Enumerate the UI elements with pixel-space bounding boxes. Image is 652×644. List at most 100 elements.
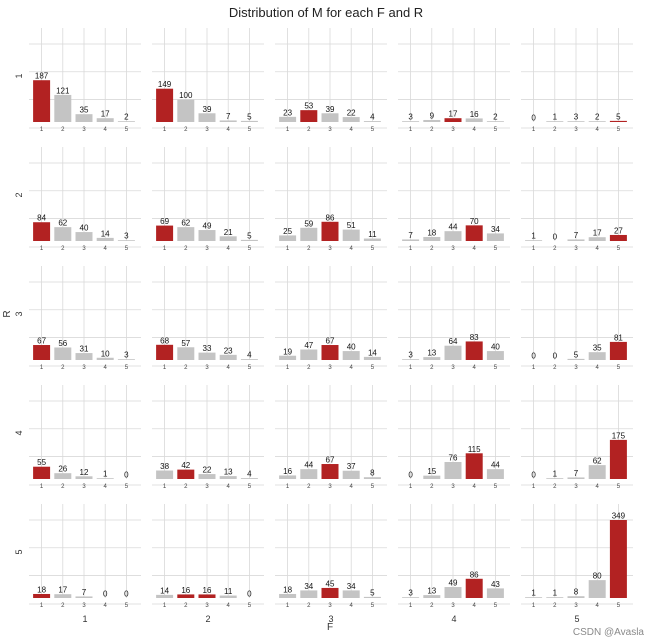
panel-r1-f4: 3 1 9 2 17 3 16 4 2 5 xyxy=(398,28,510,133)
bar-value-label: 3 xyxy=(124,232,129,241)
bar-value-label: 35 xyxy=(80,106,89,115)
bar-value-label: 1 xyxy=(531,589,536,598)
bar-r4-f2-m5 xyxy=(240,478,258,479)
panel-r3-f3: 19 1 47 2 67 3 40 4 14 5 xyxy=(275,266,387,371)
bar-value-label: 2 xyxy=(493,113,498,122)
bar-r3-f1-m4 xyxy=(96,357,114,360)
bar-r5-f5-m1 xyxy=(525,597,543,598)
col-facet-label: 5 xyxy=(574,614,579,624)
x-tick-label: 3 xyxy=(451,484,455,490)
bar-r2-f3-m4 xyxy=(342,229,360,241)
bar-r1-f1-m3 xyxy=(75,114,93,122)
bar-value-label: 53 xyxy=(304,102,313,111)
bar-value-label: 0 xyxy=(531,114,536,123)
bar-value-label: 38 xyxy=(160,462,169,471)
x-tick-label: 3 xyxy=(82,603,86,609)
bar-r3-f2-m5 xyxy=(240,359,258,360)
bar-value-label: 56 xyxy=(58,339,67,348)
x-tick-label: 2 xyxy=(553,365,557,371)
bar-value-label: 62 xyxy=(58,219,67,228)
bar-value-label: 76 xyxy=(449,454,458,463)
x-tick-label: 3 xyxy=(82,484,86,490)
bar-r5-f5-m2 xyxy=(546,597,564,598)
x-tick-label: 2 xyxy=(307,246,311,252)
col-facet-label: 1 xyxy=(82,614,87,624)
bar-r3-f1-m3 xyxy=(75,353,93,360)
bar-r5-f3-m1 xyxy=(279,593,297,598)
bar-value-label: 3 xyxy=(408,589,413,598)
bar-r2-f4-m4 xyxy=(465,225,483,241)
x-tick-label: 3 xyxy=(205,603,209,609)
bar-value-label: 3 xyxy=(124,351,129,360)
x-tick-label: 4 xyxy=(227,484,231,490)
x-tick-label: 2 xyxy=(184,603,188,609)
x-tick-label: 5 xyxy=(494,246,498,252)
bar-r4-f1-m1 xyxy=(33,466,51,479)
x-tick-label: 5 xyxy=(248,365,252,371)
bar-r2-f1-m2 xyxy=(54,227,72,241)
x-tick-label: 3 xyxy=(451,603,455,609)
bar-r4-f1-m3 xyxy=(75,476,93,479)
bar-value-label: 27 xyxy=(614,226,623,235)
bar-value-label: 16 xyxy=(283,467,292,476)
bar-value-label: 39 xyxy=(203,105,212,114)
bar-value-label: 15 xyxy=(427,467,436,476)
bar-r5-f2-m3 xyxy=(198,594,216,598)
panel-r5-f5: 1 1 1 2 8 3 80 4 349 5 xyxy=(521,504,633,609)
bar-value-label: 34 xyxy=(491,225,500,234)
bar-r3-f4-m3 xyxy=(444,345,462,360)
bar-r5-f5-m3 xyxy=(567,596,585,598)
bar-value-label: 5 xyxy=(574,350,579,359)
x-tick-label: 3 xyxy=(328,603,332,609)
bar-value-label: 0 xyxy=(247,590,252,599)
bar-value-label: 47 xyxy=(304,341,313,350)
bar-r1-f3-m1 xyxy=(279,116,297,122)
x-tick-label: 2 xyxy=(184,127,188,133)
bar-value-label: 187 xyxy=(35,72,49,81)
bar-value-label: 68 xyxy=(160,336,169,345)
bar-r3-f1-m5 xyxy=(117,359,135,360)
x-tick-label: 2 xyxy=(307,127,311,133)
bar-r2-f5-m5 xyxy=(609,234,627,241)
bar-r1-f1-m1 xyxy=(33,80,51,122)
x-tick-label: 5 xyxy=(125,127,129,133)
x-tick-label: 2 xyxy=(430,365,434,371)
bar-r2-f2-m3 xyxy=(198,230,216,241)
x-tick-label: 3 xyxy=(574,484,578,490)
bar-r5-f3-m5 xyxy=(363,596,381,598)
bar-value-label: 59 xyxy=(304,219,313,228)
bar-value-label: 0 xyxy=(103,590,108,599)
x-tick-label: 2 xyxy=(553,246,557,252)
x-tick-label: 4 xyxy=(596,127,600,133)
bar-r2-f3-m5 xyxy=(363,238,381,241)
bar-r4-f4-m4 xyxy=(465,453,483,479)
bar-value-label: 42 xyxy=(181,461,190,470)
panel-r3-f4: 3 1 13 2 64 3 83 4 40 5 xyxy=(398,266,510,371)
bar-r4-f3-m5 xyxy=(363,477,381,479)
bar-value-label: 17 xyxy=(449,110,458,119)
x-tick-label: 4 xyxy=(227,365,231,371)
bar-r4-f2-m3 xyxy=(198,474,216,479)
bar-r2-f1-m4 xyxy=(96,237,114,241)
bar-value-label: 14 xyxy=(160,586,169,595)
bar-r1-f4-m4 xyxy=(465,118,483,122)
bar-r5-f5-m4 xyxy=(588,580,606,598)
bar-r1-f4-m3 xyxy=(444,118,462,122)
bar-r2-f4-m2 xyxy=(423,236,441,241)
bar-value-label: 67 xyxy=(326,337,335,346)
bar-r2-f4-m5 xyxy=(486,233,504,241)
bar-r2-f2-m1 xyxy=(156,225,174,241)
panel-r5-f1: 18 1 17 2 7 3 0 4 0 5 xyxy=(29,504,141,609)
facet-panels: 1871121235317425149110023937455231532393… xyxy=(14,28,633,624)
x-tick-label: 1 xyxy=(286,365,290,371)
x-axis-label: F xyxy=(327,622,333,633)
bar-value-label: 8 xyxy=(574,588,579,597)
x-tick-label: 2 xyxy=(61,603,65,609)
x-tick-label: 4 xyxy=(473,484,477,490)
bar-r3-f3-m1 xyxy=(279,355,297,360)
x-tick-label: 4 xyxy=(473,246,477,252)
bar-r4-f3-m1 xyxy=(279,475,297,479)
bar-value-label: 33 xyxy=(203,344,212,353)
x-tick-label: 1 xyxy=(163,127,167,133)
